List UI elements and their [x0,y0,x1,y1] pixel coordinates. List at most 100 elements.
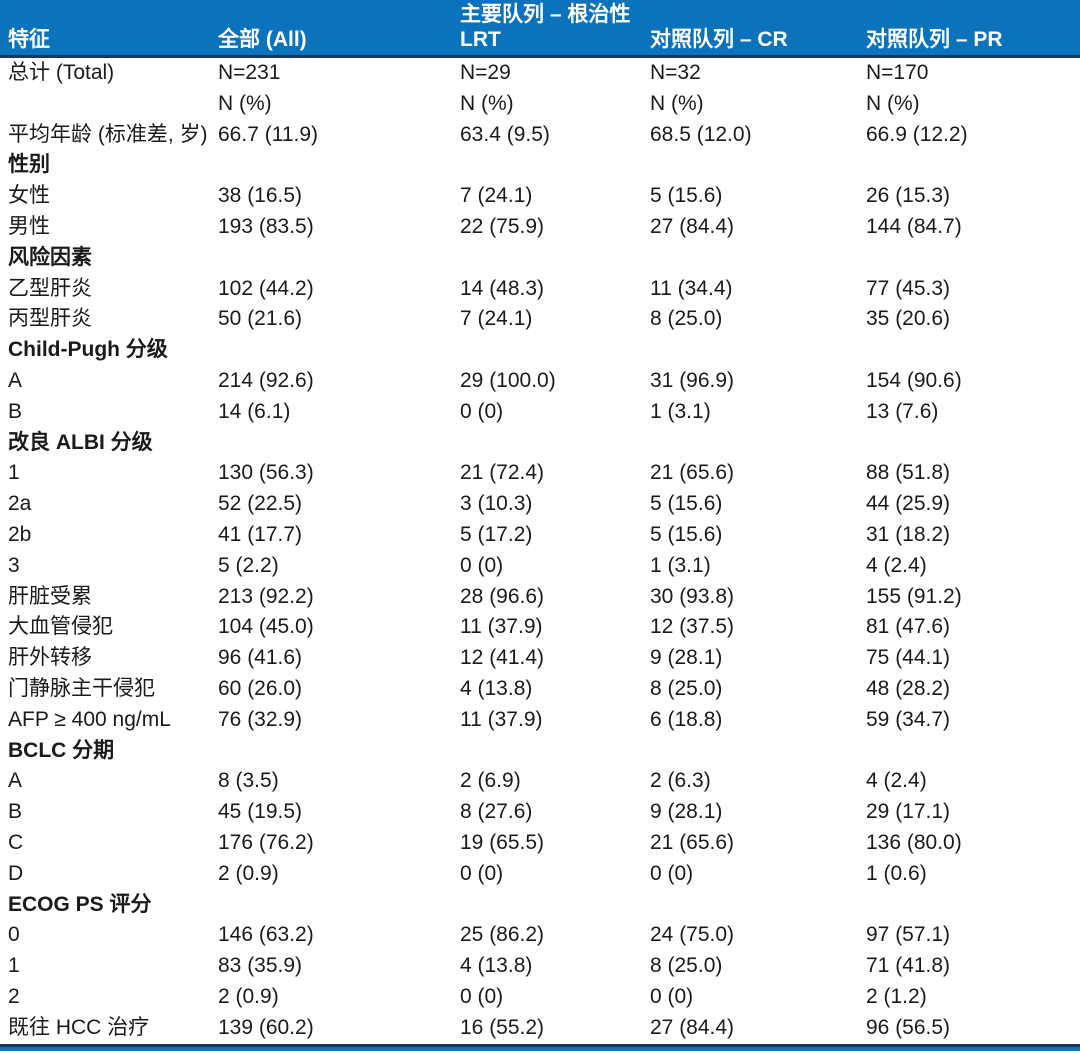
data-cell: 11 (34.4) [650,276,733,300]
column-header-all: 全部 (All) [210,27,452,58]
column-header-characteristic: 特征 [0,27,210,58]
data-cell: 2 (6.3) [650,769,711,793]
table-row: 2a 52 (22.5) 3 (10.3) 5 (15.6) 44 (25.9) [0,489,1080,520]
row-label-cell: 大血管侵犯 [8,615,113,639]
data-cell: 60 (26.0) [218,676,303,700]
data-cell: 7 (24.1) [460,184,533,208]
data-cell: 52 (22.5) [218,492,303,516]
data-cell: 0 (0) [460,399,504,423]
data-cell: 48 (28.2) [866,676,951,700]
data-cell: 4 (13.8) [460,676,533,700]
row-label-cell: BCLC 分期 [8,738,115,762]
data-cell: 19 (65.5) [460,830,545,854]
data-cell: N=231 [218,61,281,84]
data-cell: 102 (44.2) [218,276,314,300]
data-cell [210,243,452,274]
data-cell: 97 (57.1) [866,923,951,947]
data-cell: 2 (1.2) [866,984,927,1008]
data-cell: 31 (18.2) [866,522,951,546]
data-cell [210,150,452,181]
row-label-cell: 0 [8,923,20,947]
data-cell: 8 (25.0) [650,676,723,700]
table-row: AFP ≥ 400 ng/mL 76 (32.9) 11 (37.9) 6 (18.8… [0,705,1080,736]
section-header-row: 性别 [0,150,1080,181]
data-cell: 7 (24.1) [460,307,533,331]
data-cell: N=32 [650,61,701,84]
data-cell: 4 (2.4) [866,769,927,793]
row-label-cell: 3 [8,553,20,577]
table-row: 乙型肝炎 102 (44.2) 14 (48.3) 11 (34.4) 77 (45.3… [0,274,1080,305]
bottom-rule-blue [0,1046,1080,1051]
data-cell: 8 (25.0) [650,307,723,331]
data-cell: 45 (19.5) [218,800,303,824]
row-label-cell: 丙型肝炎 [8,307,92,331]
data-cell: 29 (17.1) [866,800,951,824]
table-row: 平均年龄 (标准差, 岁) 66.7 (11.9) 63.4 (9.5) 68.5 (… [0,120,1080,151]
row-label-cell: 2b [8,522,32,546]
column-header-lrt: LRT [452,27,642,58]
data-cell: 1 (3.1) [650,553,711,577]
data-cell [210,335,452,366]
data-cell: 88 (51.8) [866,461,951,485]
data-cell: N (%) [866,91,920,115]
data-cell [452,890,642,921]
data-cell: 16 (55.2) [460,1015,545,1039]
data-cell: 9 (28.1) [650,800,723,824]
section-header-row: 风险因素 [0,243,1080,274]
table-row: N (%) N (%) N (%) N (%) [0,89,1080,120]
data-cell: 77 (45.3) [866,276,951,300]
data-cell: 8 (3.5) [218,769,279,793]
table-row: 肝外转移 96 (41.6) 12 (41.4) 9 (28.1) 75 (44.1) [0,643,1080,674]
data-cell: 5 (17.2) [460,522,533,546]
column-header-control-pr: 对照队列 – PR [858,27,1080,58]
data-cell: 104 (45.0) [218,615,314,639]
row-label-cell: 2a [8,492,32,516]
data-cell: 1 (0.6) [866,861,927,885]
data-cell: 38 (16.5) [218,184,303,208]
data-cell: 66.9 (12.2) [866,122,968,146]
data-cell: 27 (84.4) [650,1015,735,1039]
data-cell: 24 (75.0) [650,923,735,947]
row-label-cell [0,89,210,120]
row-label-cell: 女性 [8,184,50,208]
data-cell: 146 (63.2) [218,923,314,947]
data-cell: 50 (21.6) [218,307,303,331]
row-label-cell: C [8,830,24,854]
group-header-empty-cell [642,0,858,27]
data-cell: 8 (27.6) [460,800,533,824]
data-cell: 21 (65.6) [650,830,735,854]
data-cell: 96 (56.5) [866,1015,951,1039]
data-cell: 144 (84.7) [866,214,962,238]
data-cell [452,428,642,459]
row-label-cell: 肝脏受累 [8,584,92,608]
data-cell [210,736,452,767]
data-cell: 75 (44.1) [866,646,951,670]
column-header-row: 特征 全部 (All) LRT 对照队列 – CR 对照队列 – PR [0,27,1080,58]
data-cell: 2 (6.9) [460,769,521,793]
table-row: 2b 41 (17.7) 5 (17.2) 5 (15.6) 31 (18.2) [0,520,1080,551]
data-cell: N=170 [866,61,929,84]
table-row: 0 146 (63.2) 25 (86.2) 24 (75.0) 97 (57.1) [0,920,1080,951]
table-row: D 2 (0.9) 0 (0) 0 (0) 1 (0.6) [0,859,1080,890]
data-cell: 193 (83.5) [218,214,314,238]
table-row: 女性 38 (16.5) 7 (24.1) 5 (15.6) 26 (15.3) [0,181,1080,212]
row-label-cell: 2 [8,984,20,1008]
data-cell: 30 (93.8) [650,584,735,608]
data-cell: 66.7 (11.9) [218,122,319,146]
data-cell: 31 (96.9) [650,368,735,392]
data-cell [210,428,452,459]
table-row: 大血管侵犯 104 (45.0) 11 (37.9) 12 (37.5) 81 (47.… [0,612,1080,643]
data-cell: 5 (15.6) [650,522,723,546]
data-cell [858,428,1080,459]
table-row: A 214 (92.6) 29 (100.0) 31 (96.9) 154 (90.6) [0,366,1080,397]
row-label-cell: D [8,861,24,885]
data-cell: 71 (41.8) [866,954,951,978]
data-cell [452,150,642,181]
data-cell: 6 (18.8) [650,707,723,731]
data-cell: 8 (25.0) [650,954,723,978]
data-cell: N (%) [218,91,272,115]
data-cell [452,335,642,366]
data-cell: 213 (92.2) [218,584,314,608]
section-header-row: 改良 ALBI 分级 [0,428,1080,459]
